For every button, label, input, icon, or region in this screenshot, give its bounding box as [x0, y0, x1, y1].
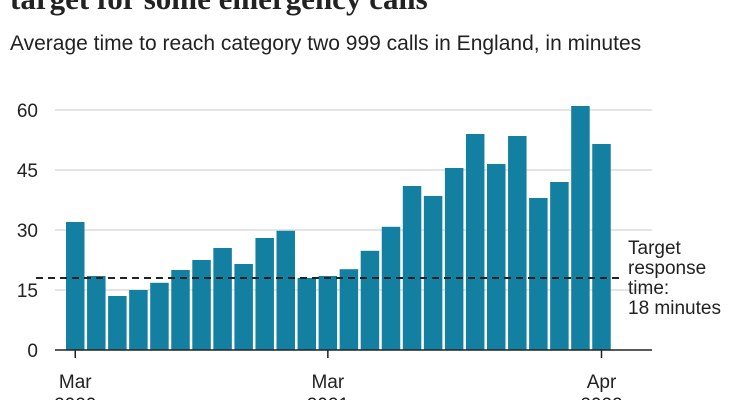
- bar: [465, 134, 485, 350]
- y-tick-label: 30: [17, 221, 38, 242]
- bar: [360, 250, 380, 350]
- bar: [444, 168, 464, 350]
- x-axis-ticks: Mar 2020 Mar 2021 Apr 2022: [54, 350, 623, 400]
- bar: [592, 144, 611, 350]
- bar: [423, 196, 443, 350]
- chart-title: target for some emergency calls: [10, 0, 428, 16]
- bar: [234, 264, 253, 350]
- bar: [550, 182, 569, 350]
- bar: [276, 230, 295, 350]
- chart-subtitle: Average time to reach category two 999 c…: [10, 32, 642, 55]
- bars: [66, 106, 611, 350]
- x-tick-month: Mar: [311, 372, 344, 393]
- x-tick-year: 2022: [580, 395, 622, 400]
- x-tick-month: Apr: [587, 372, 617, 393]
- bar: [87, 276, 106, 350]
- bar: [171, 270, 190, 350]
- x-tick-year: 2020: [54, 395, 96, 400]
- bar: [381, 226, 401, 350]
- y-tick-label: 0: [27, 341, 38, 362]
- bar: [529, 198, 548, 350]
- target-label-line: response: [628, 258, 706, 279]
- target-label-line: Target: [628, 238, 682, 259]
- bar: [297, 278, 317, 350]
- target-label-line: time:: [628, 278, 669, 299]
- bar: [487, 164, 506, 350]
- x-tick-month: Mar: [59, 372, 92, 393]
- bar: [150, 282, 169, 350]
- bar: [66, 222, 85, 350]
- y-tick-label: 15: [17, 281, 38, 302]
- bar: [508, 136, 527, 350]
- target-label-line: 18 minutes: [628, 298, 721, 319]
- bar: [213, 248, 232, 350]
- bar: [318, 276, 338, 350]
- y-axis-ticks: 0 15 30 45 60: [17, 101, 38, 362]
- bar: [255, 238, 274, 350]
- y-tick-label: 45: [17, 161, 38, 182]
- y-tick-label: 60: [17, 101, 38, 122]
- bar: [108, 296, 127, 350]
- bar: [402, 186, 422, 350]
- bar: [339, 269, 359, 350]
- bar: [571, 106, 590, 350]
- bar: [129, 290, 148, 350]
- bar: [192, 260, 211, 350]
- x-tick-year: 2021: [307, 395, 349, 400]
